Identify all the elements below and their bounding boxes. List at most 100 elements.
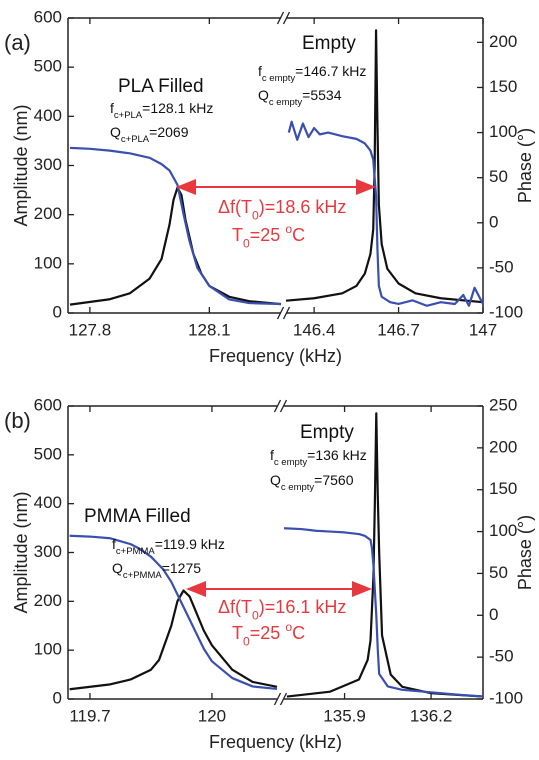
series-line xyxy=(285,29,484,304)
axis-break xyxy=(276,11,285,25)
y-tick-label: 100 xyxy=(34,640,62,659)
y-tick-label: 400 xyxy=(34,493,62,512)
series-line xyxy=(69,589,278,691)
annotation-part: PLA Filled xyxy=(118,76,204,97)
annotation: Qc empty=5534 xyxy=(258,87,342,108)
y2-tick-label: 50 xyxy=(489,167,508,186)
annotation: fc+PMMA=119.9 kHz xyxy=(112,536,225,557)
x-tick-label: 120 xyxy=(198,706,226,725)
annotation-part: Δf(T xyxy=(218,197,252,217)
y2-tick-label: -100 xyxy=(489,302,523,321)
y2-tick-label: -100 xyxy=(489,688,523,707)
axis-break xyxy=(282,11,291,25)
annotation: PMMA Filled xyxy=(84,506,191,527)
annotation: Qc empty=7560 xyxy=(270,472,354,493)
y2-tick-label: 100 xyxy=(489,521,517,540)
x-tick-label: 127.8 xyxy=(69,320,112,339)
annotation-part: Q xyxy=(258,87,269,103)
annotation-part: =146.7 kHz xyxy=(295,63,366,79)
annotation-part: Q xyxy=(112,560,123,576)
annotation-part: PMMA Filled xyxy=(84,506,191,527)
series-line xyxy=(287,120,484,307)
panel: 0 100 200 300 400 500 600 -100 -50 0 50 100 150 200 25… xyxy=(4,395,535,752)
annotation-part: 0 xyxy=(252,608,259,622)
annotation-part: =25 xyxy=(250,623,286,643)
y-axis-label: Amplitude (nm) xyxy=(11,491,31,613)
y2-axis-label: Phase (°) xyxy=(515,515,535,590)
annotation-part: f xyxy=(258,63,262,79)
y-axis-label: Amplitude (nm) xyxy=(11,104,31,226)
annotation: PLA Filled xyxy=(118,76,204,97)
y-tick-label: 600 xyxy=(34,7,62,26)
y-tick-label: 300 xyxy=(34,542,62,561)
annotation-part: Q xyxy=(270,472,281,488)
axis-break xyxy=(282,306,291,320)
annotation-part: c+PMMA xyxy=(123,570,162,581)
annotation-part: Δf(T xyxy=(218,597,252,617)
annotation-part: =7560 xyxy=(314,472,354,488)
x-axis-label: Frequency (kHz) xyxy=(209,732,342,752)
annotation-part: =2069 xyxy=(149,124,189,140)
y2-tick-label: 150 xyxy=(489,479,517,498)
annotation-part: T xyxy=(232,225,243,245)
y-tick-label: 500 xyxy=(34,57,62,76)
annotation-part: )=18.6 kHz xyxy=(259,197,347,217)
annotation: Qc+PLA=2069 xyxy=(110,124,189,145)
annotation: Δf(T0)=18.6 kHz xyxy=(218,197,346,222)
y-tick-label: 400 xyxy=(34,106,62,125)
annotation-part: =128.1 kHz xyxy=(142,100,213,116)
series-line xyxy=(286,412,484,698)
annotation-part: f xyxy=(112,536,116,552)
annotation-part: Empty xyxy=(300,422,354,443)
annotation-part: T xyxy=(232,623,243,643)
annotation-part: =1275 xyxy=(162,560,202,576)
annotation-part: c empty xyxy=(281,482,315,493)
annotation-part: =25 xyxy=(250,225,286,245)
annotation-part: Q xyxy=(110,124,121,140)
annotation: Empty xyxy=(302,33,356,54)
series-line xyxy=(283,527,484,698)
y2-axis-label: Phase (°) xyxy=(515,128,535,203)
axis-break xyxy=(279,399,288,413)
axis-break xyxy=(273,399,282,413)
y-tick-label: 0 xyxy=(53,302,62,321)
annotation-part: c empty xyxy=(269,97,303,108)
annotation: Empty xyxy=(300,422,354,443)
y2-tick-label: -50 xyxy=(489,647,514,666)
x-axis-label: Frequency (kHz) xyxy=(209,346,342,366)
panel-label: (a) xyxy=(4,30,31,55)
panel-label: (b) xyxy=(4,408,31,433)
y-tick-label: 0 xyxy=(53,688,62,707)
y-tick-label: 100 xyxy=(34,253,62,272)
annotation-part: C xyxy=(292,225,305,245)
y-tick-label: 600 xyxy=(34,395,62,414)
axis-break xyxy=(276,306,285,320)
x-tick-label: 119.7 xyxy=(69,706,110,725)
annotation: fc empty=136 kHz xyxy=(270,447,367,468)
annotation-part: 0 xyxy=(243,634,250,648)
y-tick-label: 200 xyxy=(34,591,62,610)
annotation-part: C xyxy=(292,623,305,643)
x-tick-label: 135.9 xyxy=(323,706,366,725)
y2-tick-label: 250 xyxy=(489,395,517,414)
annotation-part: =5534 xyxy=(302,87,342,103)
annotation: Δf(T0)=16.1 kHz xyxy=(218,597,346,622)
annotation-part: 0 xyxy=(243,236,250,250)
y2-tick-label: -50 xyxy=(489,257,514,276)
annotation: fc empty=146.7 kHz xyxy=(258,63,366,84)
annotation-part: c empty xyxy=(274,457,308,468)
x-tick-label: 146.7 xyxy=(377,320,420,339)
x-tick-label: 136.2 xyxy=(410,706,453,725)
annotation-part: 0 xyxy=(252,208,259,222)
x-tick-label: 146.4 xyxy=(293,320,336,339)
annotation: fc+PLA=128.1 kHz xyxy=(110,100,213,121)
panel: 0 100 200 300 400 500 600 -100 -50 0 50 100 150 200 12… xyxy=(4,7,535,366)
annotation-part: c+PLA xyxy=(114,110,143,121)
axis-break xyxy=(279,692,288,706)
y2-tick-label: 200 xyxy=(489,32,517,51)
annotation-part: f xyxy=(270,447,274,463)
annotation-part: c+PMMA xyxy=(116,546,155,557)
annotation-part: c empty xyxy=(262,73,296,84)
y2-tick-label: 50 xyxy=(489,563,508,582)
